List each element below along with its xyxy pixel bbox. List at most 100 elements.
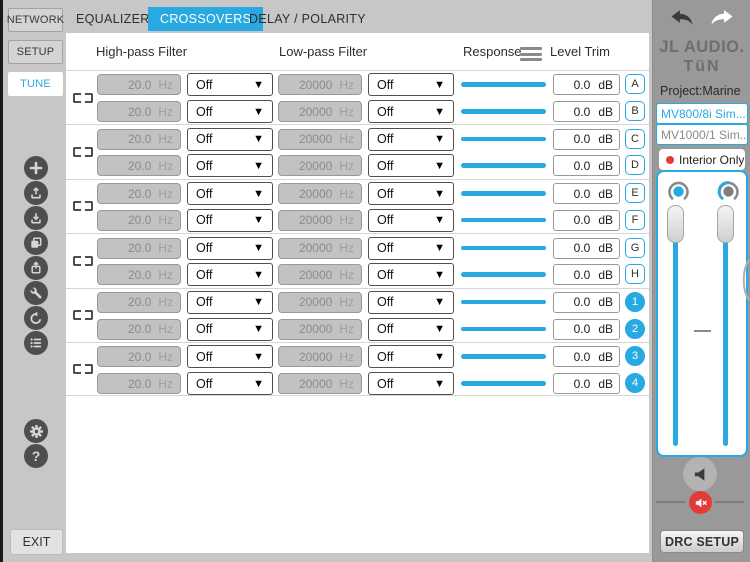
hp-frequency-field[interactable]: 20.0 Hz bbox=[97, 373, 181, 394]
lp-frequency-field[interactable]: 20000 Hz bbox=[278, 128, 362, 150]
level-trim-field[interactable]: 0.0 dB bbox=[553, 318, 620, 340]
hp-slope-dropdown[interactable]: Off ▼ bbox=[187, 100, 273, 124]
level-trim-field[interactable]: 0.0 dB bbox=[553, 291, 620, 313]
hp-slope-dropdown[interactable]: Off ▼ bbox=[187, 73, 273, 97]
lp-slope-dropdown[interactable]: Off ▼ bbox=[368, 236, 454, 260]
channel-link-icon[interactable] bbox=[73, 255, 93, 266]
lp-frequency-field[interactable]: 20000 Hz bbox=[278, 155, 362, 177]
lp-frequency-field[interactable]: 20000 Hz bbox=[278, 264, 362, 286]
hp-frequency-field[interactable]: 20.0 Hz bbox=[97, 101, 181, 123]
hp-frequency-field[interactable]: 20.0 Hz bbox=[97, 155, 181, 177]
hp-frequency-field[interactable]: 20.0 Hz bbox=[97, 346, 181, 368]
channel-link-icon[interactable] bbox=[73, 310, 93, 321]
level-trim-field[interactable]: 0.0 dB bbox=[553, 128, 620, 150]
settings-gear-icon[interactable] bbox=[24, 419, 48, 443]
hp-frequency-field[interactable]: 20.0 Hz bbox=[97, 264, 181, 286]
channel-badge[interactable]: H bbox=[625, 264, 645, 285]
channel-badge[interactable]: B bbox=[625, 101, 645, 122]
redo-arrow-icon[interactable] bbox=[709, 8, 735, 32]
response-slider[interactable] bbox=[461, 191, 546, 196]
channel-badge[interactable]: 2 bbox=[625, 318, 645, 339]
volume-button[interactable] bbox=[683, 457, 717, 491]
tab-delay-polarity[interactable]: DELAY / POLARITY bbox=[249, 12, 366, 26]
channel-badge[interactable]: 3 bbox=[625, 346, 645, 367]
fader-track-right[interactable] bbox=[723, 216, 728, 446]
lp-slope-dropdown[interactable]: Off ▼ bbox=[368, 100, 454, 124]
lp-frequency-field[interactable]: 20000 Hz bbox=[278, 209, 362, 231]
response-slider[interactable] bbox=[461, 109, 546, 114]
response-slider[interactable] bbox=[461, 326, 546, 332]
level-trim-field[interactable]: 0.0 dB bbox=[553, 183, 620, 205]
share-icon[interactable] bbox=[24, 256, 48, 280]
hp-frequency-field[interactable]: 20.0 Hz bbox=[97, 183, 181, 205]
response-slider[interactable] bbox=[461, 136, 546, 142]
zone-selector[interactable]: Interior Only bbox=[659, 149, 745, 170]
import-icon[interactable] bbox=[24, 181, 48, 205]
wrench-icon[interactable] bbox=[24, 281, 48, 305]
response-slider[interactable] bbox=[461, 82, 546, 87]
copy-icon[interactable] bbox=[24, 231, 48, 255]
hp-slope-dropdown[interactable]: Off ▼ bbox=[187, 372, 273, 395]
tab-crossovers[interactable]: CROSSOVERS bbox=[148, 7, 264, 31]
response-slider[interactable] bbox=[461, 354, 546, 359]
level-trim-field[interactable]: 0.0 dB bbox=[553, 346, 620, 368]
add-icon[interactable] bbox=[24, 156, 48, 180]
undo-icon[interactable] bbox=[24, 306, 48, 330]
channel-badge[interactable]: C bbox=[625, 128, 645, 149]
lp-slope-dropdown[interactable]: Off ▼ bbox=[368, 154, 454, 178]
lp-slope-dropdown[interactable]: Off ▼ bbox=[368, 317, 454, 341]
hp-frequency-field[interactable]: 20.0 Hz bbox=[97, 318, 181, 340]
hp-frequency-field[interactable]: 20.0 Hz bbox=[97, 291, 181, 313]
lp-frequency-field[interactable]: 20000 Hz bbox=[278, 373, 362, 394]
level-trim-field[interactable]: 0.0 dB bbox=[553, 155, 620, 177]
hp-frequency-field[interactable]: 20.0 Hz bbox=[97, 237, 181, 259]
channel-badge[interactable]: A bbox=[625, 74, 645, 95]
lp-slope-dropdown[interactable]: Off ▼ bbox=[368, 263, 454, 287]
hp-slope-dropdown[interactable]: Off ▼ bbox=[187, 290, 273, 314]
drc-setup-button[interactable]: DRC SETUP bbox=[660, 530, 744, 553]
knob-right-icon[interactable] bbox=[715, 178, 742, 209]
hp-frequency-field[interactable]: 20.0 Hz bbox=[97, 74, 181, 96]
channel-link-icon[interactable] bbox=[73, 201, 93, 212]
channel-badge[interactable]: E bbox=[625, 183, 645, 204]
lp-frequency-field[interactable]: 20000 Hz bbox=[278, 291, 362, 313]
device-item-mv1000[interactable]: MV1000/1 Sim... bbox=[656, 124, 748, 145]
hp-slope-dropdown[interactable]: Off ▼ bbox=[187, 127, 273, 151]
setup-button[interactable]: SETUP bbox=[8, 40, 63, 64]
lp-slope-dropdown[interactable]: Off ▼ bbox=[368, 73, 454, 97]
lp-slope-dropdown[interactable]: Off ▼ bbox=[368, 182, 454, 206]
lp-slope-dropdown[interactable]: Off ▼ bbox=[368, 345, 454, 369]
knob-left-icon[interactable] bbox=[665, 178, 692, 209]
response-slider[interactable] bbox=[461, 245, 546, 251]
channel-badge[interactable]: F bbox=[625, 209, 645, 230]
level-trim-field[interactable]: 0.0 dB bbox=[553, 237, 620, 259]
channel-badge[interactable]: 4 bbox=[625, 373, 645, 393]
lp-frequency-field[interactable]: 20000 Hz bbox=[278, 237, 362, 259]
level-trim-field[interactable]: 0.0 dB bbox=[553, 373, 620, 394]
response-slider[interactable] bbox=[461, 272, 546, 277]
response-slider[interactable] bbox=[461, 163, 546, 168]
help-icon[interactable]: ? bbox=[24, 444, 48, 468]
channel-badge[interactable]: G bbox=[625, 237, 645, 258]
tab-equalizers[interactable]: EQUALIZERS bbox=[76, 12, 159, 26]
hp-frequency-field[interactable]: 20.0 Hz bbox=[97, 209, 181, 231]
lp-frequency-field[interactable]: 20000 Hz bbox=[278, 101, 362, 123]
lp-slope-dropdown[interactable]: Off ▼ bbox=[368, 372, 454, 395]
hp-slope-dropdown[interactable]: Off ▼ bbox=[187, 345, 273, 369]
lp-frequency-field[interactable]: 20000 Hz bbox=[278, 74, 362, 96]
lp-frequency-field[interactable]: 20000 Hz bbox=[278, 318, 362, 340]
channel-link-icon[interactable] bbox=[73, 147, 93, 158]
hp-slope-dropdown[interactable]: Off ▼ bbox=[187, 263, 273, 287]
response-slider[interactable] bbox=[461, 217, 546, 223]
level-trim-field[interactable]: 0.0 dB bbox=[553, 209, 620, 231]
lp-slope-dropdown[interactable]: Off ▼ bbox=[368, 127, 454, 151]
lp-frequency-field[interactable]: 20000 Hz bbox=[278, 346, 362, 368]
lp-frequency-field[interactable]: 20000 Hz bbox=[278, 183, 362, 205]
hp-slope-dropdown[interactable]: Off ▼ bbox=[187, 317, 273, 341]
undo-arrow-icon[interactable] bbox=[669, 8, 695, 32]
mute-button[interactable] bbox=[689, 491, 712, 514]
channel-link-icon[interactable] bbox=[73, 92, 93, 103]
lp-slope-dropdown[interactable]: Off ▼ bbox=[368, 290, 454, 314]
list-icon[interactable] bbox=[24, 331, 48, 355]
channel-badge[interactable]: D bbox=[625, 155, 645, 176]
